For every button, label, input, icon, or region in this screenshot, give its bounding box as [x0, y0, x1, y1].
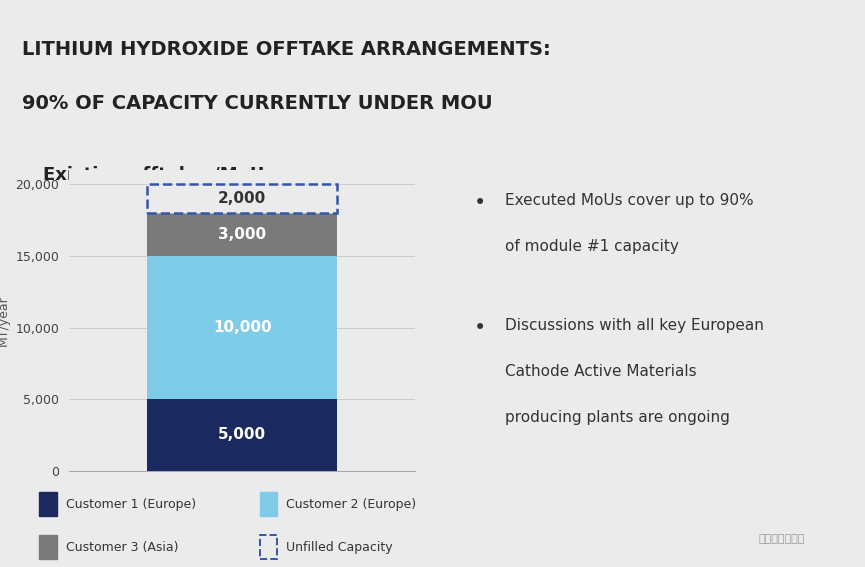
Text: of module #1 capacity: of module #1 capacity: [505, 239, 679, 253]
Bar: [147, 399, 337, 471]
Text: Discussions with all key European: Discussions with all key European: [505, 318, 764, 332]
Text: 90% OF CAPACITY CURRENTLY UNDER MOU: 90% OF CAPACITY CURRENTLY UNDER MOU: [22, 94, 492, 113]
Y-axis label: MT/year: MT/year: [0, 295, 10, 346]
Text: LITHIUM HYDROXIDE OFFTAKE ARRANGEMENTS:: LITHIUM HYDROXIDE OFFTAKE ARRANGEMENTS:: [22, 40, 550, 59]
Bar: [147, 256, 337, 399]
Text: Unfilled Capacity: Unfilled Capacity: [286, 540, 393, 553]
Text: 环保公用溶易看: 环保公用溶易看: [759, 534, 805, 544]
Bar: [147, 213, 337, 256]
Text: Cathode Active Materials: Cathode Active Materials: [505, 363, 697, 379]
Text: •: •: [474, 193, 486, 213]
Text: 5,000: 5,000: [218, 428, 266, 442]
Text: Existing offtakes/MoUs:: Existing offtakes/MoUs:: [43, 167, 282, 184]
Text: Customer 2 (Europe): Customer 2 (Europe): [286, 498, 417, 511]
Bar: [147, 184, 337, 213]
Text: 2,000: 2,000: [218, 191, 266, 206]
Text: 3,000: 3,000: [218, 227, 266, 242]
Text: Executed MoUs cover up to 90%: Executed MoUs cover up to 90%: [505, 193, 753, 208]
Text: Customer 3 (Asia): Customer 3 (Asia): [66, 540, 178, 553]
Bar: [260, 535, 278, 559]
Text: 10,000: 10,000: [213, 320, 272, 335]
Text: Customer 1 (Europe): Customer 1 (Europe): [66, 498, 196, 511]
Bar: [260, 492, 278, 516]
Text: •: •: [474, 318, 486, 337]
Bar: [39, 535, 57, 559]
Bar: [39, 492, 57, 516]
Text: producing plants are ongoing: producing plants are ongoing: [505, 409, 730, 425]
